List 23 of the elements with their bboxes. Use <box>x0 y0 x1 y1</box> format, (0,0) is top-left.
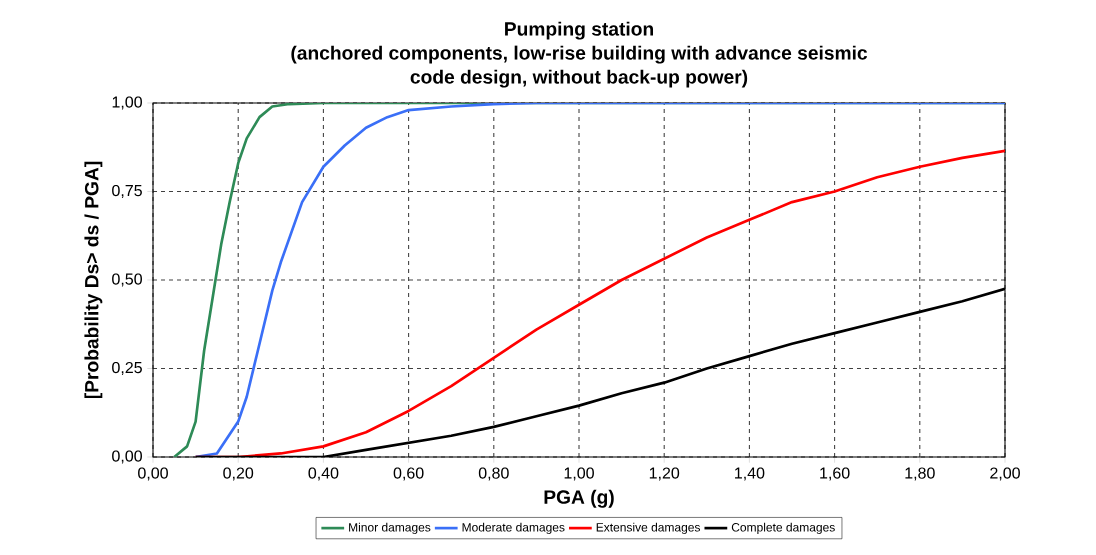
y-axis-title: [Probability Ds> ds / PGA] <box>84 161 103 399</box>
x-axis-title: PGA (g) <box>544 489 614 508</box>
legend-label: Extensive damages <box>596 522 701 534</box>
x-tick-label: 1,80 <box>905 467 935 481</box>
x-tick-label: 1,20 <box>649 467 680 481</box>
legend-label: Complete damages <box>731 522 835 534</box>
y-tick-label: 1,00 <box>112 96 142 110</box>
x-tick-label: 0,80 <box>478 467 509 481</box>
x-tick-label: 0,60 <box>393 467 424 481</box>
x-tick-label: 1,40 <box>735 467 765 481</box>
legend-label: Minor damages <box>349 522 431 534</box>
x-tick-label: 0,40 <box>308 467 339 481</box>
legend-label: Moderate damages <box>462 522 565 534</box>
y-tick-label: 0,00 <box>112 450 142 464</box>
x-tick-label: 0,20 <box>223 467 254 481</box>
x-tick-label: 1,60 <box>820 467 850 481</box>
y-tick-label: 0,25 <box>112 361 142 376</box>
y-tick-label: 0,50 <box>112 273 142 287</box>
x-tick-label: 0,00 <box>138 467 168 481</box>
x-tick-label: 1,00 <box>564 467 594 481</box>
x-tick-label: 2,00 <box>990 467 1020 481</box>
y-tick-label: 0,75 <box>112 184 142 199</box>
chart-title: Pumping station (anchored components, low-rise building with advance seismic code design, without back-up power) <box>291 21 868 88</box>
